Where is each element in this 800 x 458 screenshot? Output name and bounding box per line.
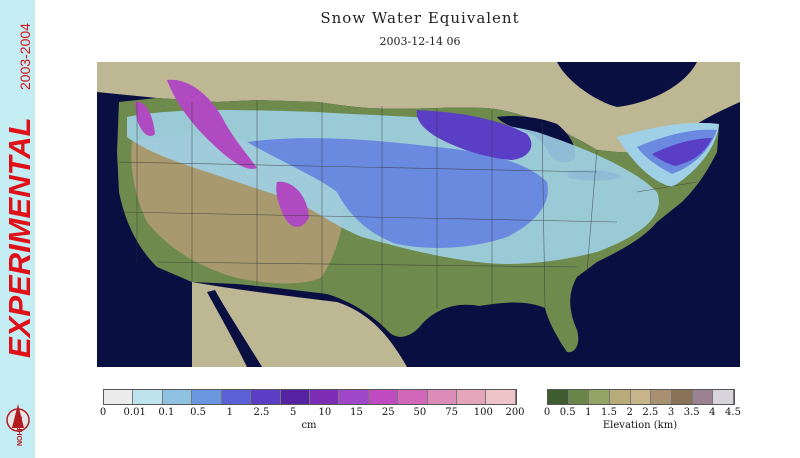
snow-colorbar-ticks: 0 0.01 0.1 0.5 1 2.5 5 10 15 25 50 75 100 200 xyxy=(99,407,525,419)
elevation-tick-label: 4.5 xyxy=(725,407,741,418)
elevation-tick-label: 0.5 xyxy=(559,407,576,418)
elevation-colorbar-ticks: 0 0.5 1 1.5 2 2.5 3 3.5 4 4.5 xyxy=(543,407,741,419)
snow-colorbar xyxy=(103,389,517,405)
snow-heavy-cascades xyxy=(135,101,155,137)
elevation-colorbar xyxy=(547,389,735,405)
elevation-swatch xyxy=(630,390,652,404)
state-borders xyxy=(118,100,698,330)
elevation-tick-label: 3 xyxy=(667,407,675,418)
elevation-swatch xyxy=(651,390,672,404)
snow-tick-label: 50 xyxy=(413,407,427,418)
elevation-tick-label: 1 xyxy=(585,407,592,418)
season-label: 2003-2004 xyxy=(17,23,33,90)
snow-tick-label: 75 xyxy=(445,407,458,418)
elevation-tick-label: 4 xyxy=(709,407,716,418)
snow-tick-label: 1 xyxy=(226,407,233,418)
side-banner xyxy=(0,0,35,458)
snow-swatch xyxy=(280,390,310,404)
snow-swatch xyxy=(192,390,222,404)
elevation-swatch xyxy=(609,390,631,404)
gulf-of-california xyxy=(207,290,262,367)
snow-swatch xyxy=(162,390,193,404)
snow-heavy-northern-rockies xyxy=(167,79,257,169)
elevation-tick-label: 0 xyxy=(543,407,551,418)
page-title: Snow Water Equivalent xyxy=(320,9,520,27)
experimental-label: EXPERIMENTAL xyxy=(2,117,35,358)
snow-tick-label: 2.5 xyxy=(253,407,270,418)
snow-deep xyxy=(416,110,532,160)
snow-tick-label: 5 xyxy=(289,407,297,418)
elevation-swatch xyxy=(589,390,610,404)
snow-swatch xyxy=(368,390,399,404)
snow-swatch xyxy=(398,390,428,404)
elevation-unit-label: Elevation (km) xyxy=(602,420,678,431)
snow-tick-label: 25 xyxy=(381,407,395,418)
snow-swatch xyxy=(133,390,163,404)
snow-tick-label: 0.5 xyxy=(190,407,207,418)
elevation-tick-label: 1.5 xyxy=(601,407,617,418)
elevation-tick-label: 2 xyxy=(626,407,633,418)
hudson-bay xyxy=(557,62,697,107)
snow-swatch xyxy=(339,390,369,404)
nohrsc-logo-icon: NOHRSC xyxy=(6,404,30,446)
snow-swatch xyxy=(309,390,340,404)
snow-tick-label: 0.01 xyxy=(123,407,146,418)
snow-tick-label: 10 xyxy=(318,407,332,418)
elevation-swatch xyxy=(548,390,569,404)
elevation-swatch xyxy=(713,390,734,404)
elevation-swatch xyxy=(568,390,590,404)
snow-swatch xyxy=(486,390,516,404)
snow-tick-label: 200 xyxy=(505,407,525,418)
elevation-tick-label: 2.5 xyxy=(642,407,659,418)
snow-swatch xyxy=(457,390,487,404)
snow-deep-northeast xyxy=(652,138,712,166)
snow-tick-label: 15 xyxy=(350,407,363,418)
snow-tick-label: 0.1 xyxy=(158,407,175,418)
snow-map xyxy=(97,62,740,367)
elevation-swatch xyxy=(692,390,714,404)
snow-tick-label: 100 xyxy=(473,407,493,418)
logo-text: NOHRSC xyxy=(17,416,24,446)
snow-swatch xyxy=(221,390,252,404)
snow-swatch xyxy=(104,390,134,404)
snow-swatch xyxy=(427,390,458,404)
side-banner-text: 2003-2004 EXPERIMENTAL NOHRSC xyxy=(2,23,35,446)
elevation-tick-label: 3.5 xyxy=(683,407,700,418)
snow-tick-label: 0 xyxy=(99,407,107,418)
elevation-swatch xyxy=(671,390,693,404)
snow-unit-label: cm xyxy=(301,420,317,431)
snow-swatch xyxy=(251,390,281,404)
timestamp: 2003-12-14 06 xyxy=(379,35,461,48)
